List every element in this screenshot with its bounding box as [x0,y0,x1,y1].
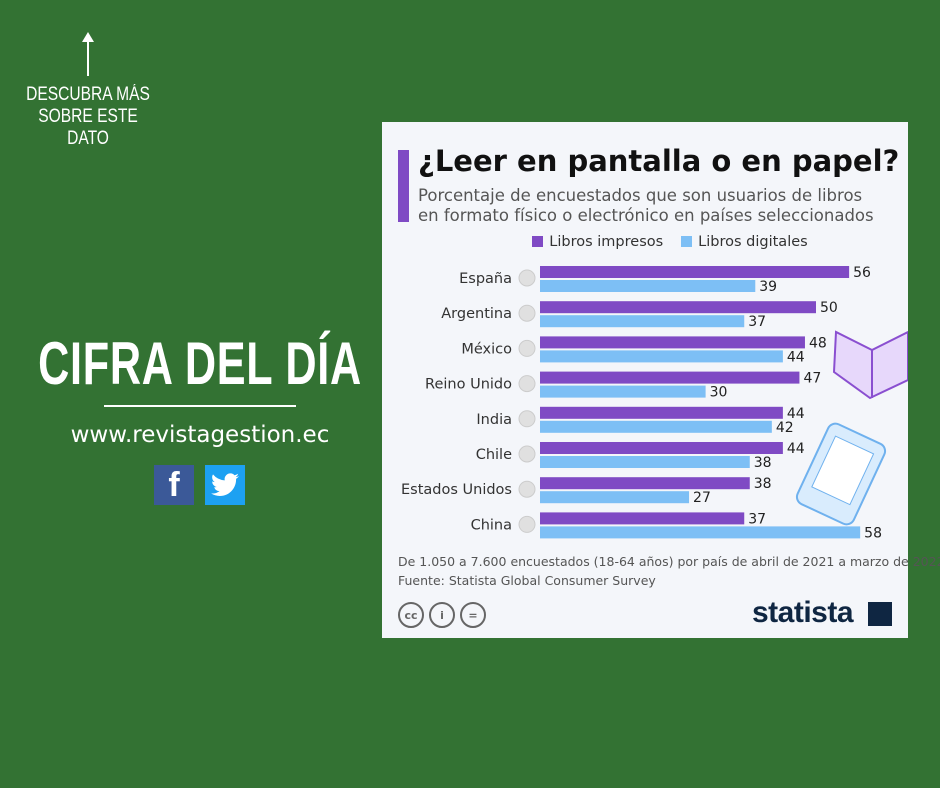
bar-digital [540,491,690,504]
flag-icon [518,339,536,357]
statista-logo[interactable]: statista [752,596,854,629]
data-label: 30 [710,385,728,401]
bar-digital [540,456,750,468]
bar-printed [540,266,850,278]
category-label: Reino Unido [425,377,512,393]
data-label: 38 [754,476,772,492]
headline: CIFRA DEL DÍA [38,330,362,397]
data-label: 56 [853,265,871,281]
twitter-icon[interactable] [205,465,245,505]
facebook-icon[interactable]: f [154,465,194,505]
legend-label: Libros impresos [549,234,664,250]
bar-digital [540,350,783,363]
data-label: 44 [787,441,805,457]
data-label: 37 [748,511,766,527]
bar-digital [540,315,745,328]
source-text: Fuente: Statista Global Consumer Survey [398,573,656,588]
data-label: 58 [864,525,882,541]
data-label: 47 [803,371,821,387]
category-label: China [471,517,512,533]
bar-printed [540,336,805,349]
data-label: 37 [748,314,766,330]
subtitle-line: Porcentaje de encuestados que son usuari… [418,186,863,205]
category-label: España [459,271,512,287]
legend: Libros impresos Libros digitales [382,234,908,250]
bar-printed [540,301,816,314]
flag-icon [518,410,536,428]
chart-subtitle: Porcentaje de encuestados que son usuari… [418,186,874,226]
data-label: 27 [693,490,711,506]
bar-digital [540,420,772,433]
arrow-up-icon [82,32,94,76]
attribution-icon[interactable]: i [429,602,455,628]
data-label: 48 [809,335,827,351]
book-illustration [832,330,908,400]
bar-printed [540,442,783,454]
discover-more-link[interactable]: DESCUBRA MÁS SOBRE ESTE DATO [26,84,150,149]
subtitle-line: en formato físico o electrónico en paíse… [418,206,874,225]
bar-printed [540,371,800,384]
flag-icon [518,480,536,498]
flag-icon [518,375,536,393]
data-label: 42 [776,420,794,436]
flag-icon [518,304,536,322]
category-label: México [461,341,512,357]
chart-card: ¿Leer en pantalla o en papel? Porcentaje… [382,122,940,638]
data-label: 44 [787,349,805,365]
chart-title: ¿Leer en pantalla o en papel? [418,144,900,178]
note-text: De 1.050 a 7.600 encuestados (18-64 años… [398,554,940,569]
bar-printed [540,406,783,419]
category-label: India [476,412,512,428]
bar-printed [540,512,745,525]
no-derivatives-icon[interactable]: = [460,602,486,628]
flag-icon [518,515,536,533]
bar-digital [540,526,861,539]
bar-digital [540,280,756,292]
bar-printed [540,477,750,490]
legend-item-digital: Libros digitales [681,234,808,250]
category-label: Chile [476,447,512,463]
divider [104,405,296,407]
category-label: Argentina [441,306,512,322]
legend-label: Libros digitales [698,234,808,250]
website-link[interactable]: www.revistagestion.ec [70,422,330,448]
category-label: Estados Unidos [401,482,512,498]
chart-note: De 1.050 a 7.600 encuestados (18-64 años… [398,552,940,590]
flag-icon [518,445,536,463]
data-label: 39 [759,279,777,295]
data-label: 50 [820,300,838,316]
cc-icon[interactable]: cc [398,602,424,628]
ereader-illustration [795,422,887,526]
title-accent [398,150,409,222]
bar-digital [540,385,706,398]
data-label: 38 [754,455,772,471]
flag-icon [518,269,536,287]
statista-logo-mark [868,602,892,626]
legend-item-printed: Libros impresos [532,234,663,250]
data-label: 44 [787,406,805,422]
